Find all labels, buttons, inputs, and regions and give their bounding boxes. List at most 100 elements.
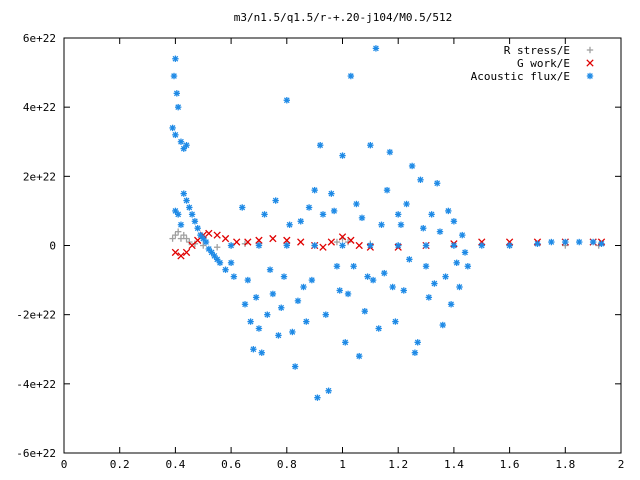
data-point [534, 240, 541, 247]
data-point [319, 211, 327, 218]
data-point [339, 152, 346, 159]
data-point [300, 283, 307, 291]
x-tick-label: 0.4 [165, 458, 185, 471]
series-g-work-e [171, 229, 606, 260]
x-tick-label: 0.8 [277, 458, 297, 471]
data-point [375, 325, 382, 332]
legend-label: Acoustic flux/E [471, 70, 570, 83]
y-tick-label: 0 [49, 240, 56, 253]
data-point [188, 241, 196, 250]
series-layer [169, 45, 606, 401]
data-point [392, 318, 399, 325]
data-point [283, 236, 291, 244]
data-point [202, 238, 210, 246]
data-point [244, 276, 252, 284]
data-point [336, 287, 343, 294]
data-point [358, 214, 366, 222]
data-point [294, 297, 302, 305]
data-point [170, 72, 178, 80]
data-point [338, 233, 347, 241]
data-point [453, 259, 460, 266]
data-point [216, 259, 224, 266]
data-point [213, 231, 221, 239]
data-point [353, 200, 360, 208]
data-point [177, 252, 185, 260]
data-point [397, 221, 405, 228]
data-point [180, 190, 187, 197]
data-point [186, 204, 193, 211]
y-tick-label: -6e+22 [16, 447, 56, 460]
data-point [330, 207, 338, 215]
data-point [221, 234, 230, 243]
data-point [464, 263, 472, 270]
data-point [278, 304, 285, 311]
data-point [183, 197, 190, 204]
x-tick-label: 1.8 [555, 458, 575, 471]
data-point [314, 394, 321, 401]
data-point [328, 190, 335, 197]
data-point [408, 162, 416, 170]
data-point [414, 339, 421, 346]
data-point [180, 231, 187, 239]
data-point [308, 276, 316, 284]
data-point [255, 236, 263, 244]
data-point [598, 240, 605, 247]
data-point [303, 318, 310, 325]
data-point [325, 387, 332, 394]
data-point [241, 240, 249, 247]
data-point [411, 349, 419, 356]
data-point [247, 318, 254, 325]
data-point [205, 229, 213, 238]
data-point [311, 242, 318, 249]
data-point [239, 204, 246, 211]
data-point [319, 243, 327, 251]
data-point [269, 234, 277, 243]
data-point [589, 238, 597, 246]
data-point [356, 352, 363, 360]
data-point [182, 248, 191, 257]
data-point [369, 276, 377, 284]
data-point [255, 325, 263, 332]
legend-marker [586, 59, 594, 67]
data-point [342, 339, 349, 346]
data-point [233, 238, 241, 246]
data-point [177, 235, 185, 242]
data-point [280, 273, 288, 280]
data-point [311, 186, 318, 194]
data-point [344, 290, 352, 298]
data-point [422, 263, 430, 270]
data-point [305, 204, 313, 211]
y-tick-label: -4e+22 [16, 378, 56, 391]
x-tick-label: 2 [618, 458, 625, 471]
data-point [389, 283, 396, 291]
data-point [367, 142, 374, 149]
data-point [227, 259, 235, 266]
data-point [461, 249, 469, 256]
data-point [222, 266, 229, 273]
data-point [344, 238, 352, 246]
y-tick-label: -2e+22 [16, 309, 56, 322]
y-tick-label: 4e+22 [23, 101, 56, 114]
data-point [283, 242, 290, 249]
y-tick-label: 2e+22 [23, 170, 56, 183]
data-point [378, 221, 385, 228]
data-point [350, 263, 357, 270]
data-point [406, 256, 413, 263]
data-point [174, 228, 182, 235]
data-point [322, 311, 329, 318]
data-point [395, 211, 402, 218]
data-point [433, 180, 441, 187]
data-point [372, 45, 380, 52]
data-point [428, 211, 435, 218]
data-point [450, 242, 458, 249]
data-point [333, 263, 341, 270]
data-point [317, 142, 324, 149]
data-point [289, 328, 296, 336]
data-point [364, 273, 371, 280]
data-point [264, 311, 271, 318]
data-point [183, 142, 190, 149]
data-point [367, 242, 374, 249]
legend-marker [586, 72, 594, 80]
data-point [173, 90, 180, 97]
legend-label: G work/E [517, 57, 570, 70]
